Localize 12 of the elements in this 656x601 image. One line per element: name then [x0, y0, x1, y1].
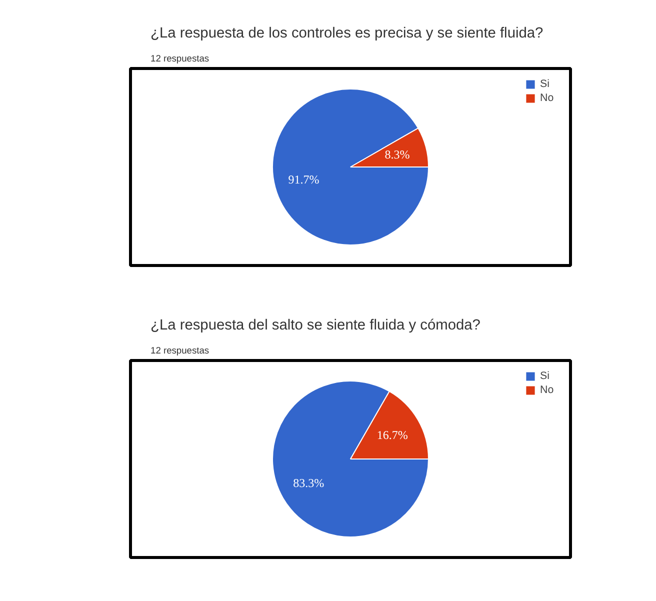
data-label: 83.3%	[293, 476, 324, 490]
chart-title: ¿La respuesta del salto se siente fluida y cómoda?	[150, 318, 480, 334]
data-label: 16.7%	[376, 428, 408, 442]
text: 12 respuestas	[150, 346, 210, 356]
data-label: 8.3%	[384, 148, 410, 162]
legend-label: No	[540, 384, 555, 396]
legend-label: No	[540, 92, 555, 104]
chart-title: ¿La respuesta de los controles es precisa y se siente fluida?	[150, 26, 544, 42]
legend-label: Si	[540, 78, 550, 90]
text: 12 respuestas	[150, 54, 210, 64]
data-label: 91.7%	[288, 172, 320, 186]
legend-label: Si	[540, 370, 550, 382]
